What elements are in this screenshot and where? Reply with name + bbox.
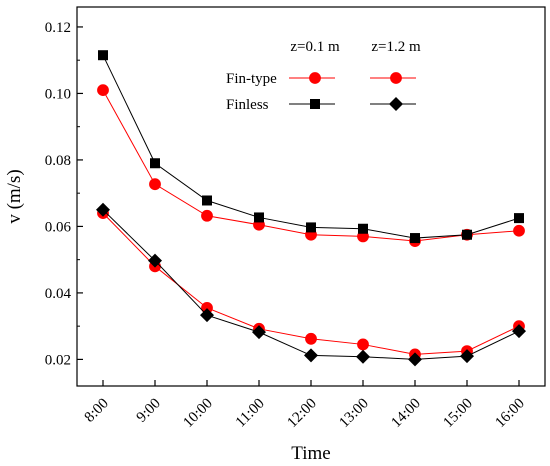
legend-entry	[370, 97, 416, 111]
data-point	[514, 213, 524, 224]
data-point	[512, 324, 526, 339]
data-point	[358, 223, 368, 234]
x-tick-label: 15:00	[440, 396, 475, 431]
x-axis-title: Time	[291, 443, 330, 464]
data-point	[97, 84, 109, 97]
data-point	[410, 233, 420, 244]
data-point	[252, 325, 266, 340]
series-line	[102, 89, 520, 242]
series-4	[96, 202, 526, 367]
data-point	[96, 202, 110, 217]
data-point	[150, 158, 160, 169]
plot-area	[96, 50, 526, 367]
data-point	[356, 349, 370, 364]
legend-marker	[310, 99, 320, 109]
data-point	[201, 209, 213, 222]
plot-frame	[76, 6, 546, 387]
data-point	[513, 224, 525, 237]
data-point	[98, 50, 108, 61]
legend-column-header: z=0.1 m	[290, 39, 340, 55]
data-point	[304, 348, 318, 363]
data-point	[305, 332, 317, 345]
data-point	[202, 195, 212, 206]
legend-entry	[289, 72, 335, 84]
series-line	[102, 54, 520, 239]
series-2	[98, 50, 524, 244]
y-tick-label: 0.02	[45, 352, 71, 368]
data-point	[200, 308, 214, 323]
data-point	[357, 338, 369, 351]
data-point	[306, 222, 316, 233]
y-tick-label: 0.06	[45, 219, 72, 235]
legend-marker	[389, 97, 403, 111]
legend: z=0.1 m z=1.2 m Fin-type Finless	[226, 39, 421, 113]
x-tick-label: 14:00	[388, 396, 423, 431]
data-point	[148, 253, 162, 268]
legend-row-label: Finless	[226, 97, 269, 113]
x-tick-label: 12:00	[284, 396, 319, 431]
legend-column-header: z=1.2 m	[371, 39, 421, 55]
data-point	[149, 178, 161, 191]
y-tick-label: 0.12	[45, 20, 71, 36]
x-tick-label: 16:00	[492, 396, 527, 431]
legend-row-label: Fin-type	[226, 71, 277, 87]
legend-entry	[370, 72, 416, 84]
y-axis-title: v (m/s)	[4, 169, 25, 223]
x-tick-label: 13:00	[336, 396, 371, 431]
x-tick-label: 11:00	[233, 396, 268, 431]
y-tick-label: 0.04	[45, 286, 72, 302]
data-point	[460, 349, 474, 364]
data-point	[254, 212, 264, 223]
legend-entry	[289, 99, 335, 109]
y-tick-label: 0.10	[45, 86, 71, 102]
y-tick-label: 0.08	[45, 153, 71, 169]
data-point	[462, 229, 472, 240]
legend-marker	[309, 72, 321, 84]
legend-marker	[390, 72, 402, 84]
x-tick-label: 8:00	[82, 396, 112, 426]
x-tick-label: 9:00	[134, 396, 164, 426]
data-point	[408, 352, 422, 367]
x-tick-label: 10:00	[180, 396, 215, 431]
